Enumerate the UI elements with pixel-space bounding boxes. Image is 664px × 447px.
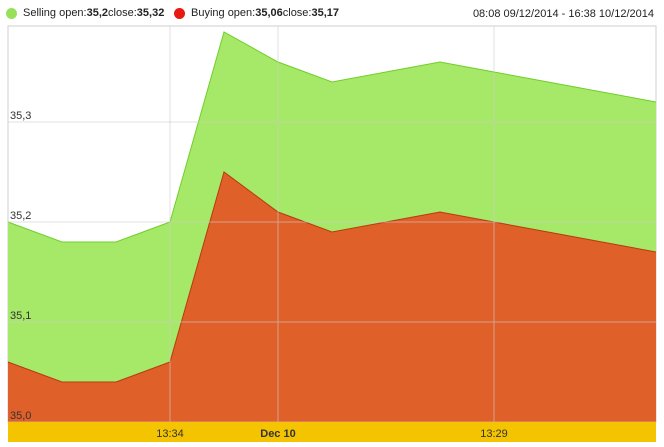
date-range: 08:08 09/12/2014 - 16:38 10/12/2014 bbox=[472, 8, 654, 20]
x-tick-label: 13:29 bbox=[480, 428, 508, 440]
selling-color-dot bbox=[6, 7, 17, 19]
buying-close: 35,17 bbox=[311, 7, 340, 19]
y-tick-label: 35,1 bbox=[10, 310, 31, 322]
series-line-buying bbox=[7, 171, 657, 383]
buying-color-dot bbox=[174, 7, 185, 19]
legend-buying[interactable]: Buying open: 35,06 close: 35,17 bbox=[174, 7, 339, 19]
y-tick-label: 35,3 bbox=[10, 110, 31, 122]
legend-bar: Selling open: 35,2 close: 35,32 Buying ope… bbox=[0, 0, 664, 26]
x-tick-label: Dec 10 bbox=[260, 428, 295, 440]
selling-open: 35,2 bbox=[86, 7, 109, 19]
y-tick-label: 35,0 bbox=[10, 410, 31, 422]
buying-open: 35,06 bbox=[255, 7, 283, 19]
series-line-selling bbox=[7, 31, 657, 243]
y-tick-label: 35,2 bbox=[10, 210, 31, 222]
legend-selling[interactable]: Selling open: 35,2 close: 35,32 bbox=[6, 7, 164, 19]
x-tick-label: 13:34 bbox=[156, 428, 184, 440]
selling-close: 35,32 bbox=[136, 7, 165, 19]
selling-close-label: close: bbox=[108, 7, 137, 19]
x-axis-band bbox=[8, 422, 656, 442]
selling-label: Selling open: bbox=[23, 7, 87, 19]
buying-label: Buying open: bbox=[191, 7, 256, 19]
buying-close-label: close: bbox=[282, 7, 312, 19]
series-area-buying bbox=[8, 172, 656, 422]
